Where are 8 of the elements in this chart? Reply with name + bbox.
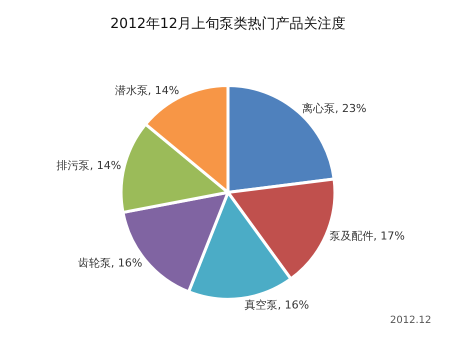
slice-label: 离心泵, 23%: [302, 102, 366, 116]
chart-title: 2012年12月上旬泵类热门产品关注度: [110, 16, 346, 32]
text: 2012.12: [390, 315, 432, 326]
slice-label: 泵及配件, 17%: [329, 229, 405, 242]
slice-label: 真空泵, 16%: [244, 298, 310, 312]
slice-label: 齿轮泵, 16%: [78, 256, 142, 270]
slice-label: 潜水泵, 14%: [114, 84, 180, 97]
slice-label: 排污泵, 14%: [56, 158, 122, 172]
